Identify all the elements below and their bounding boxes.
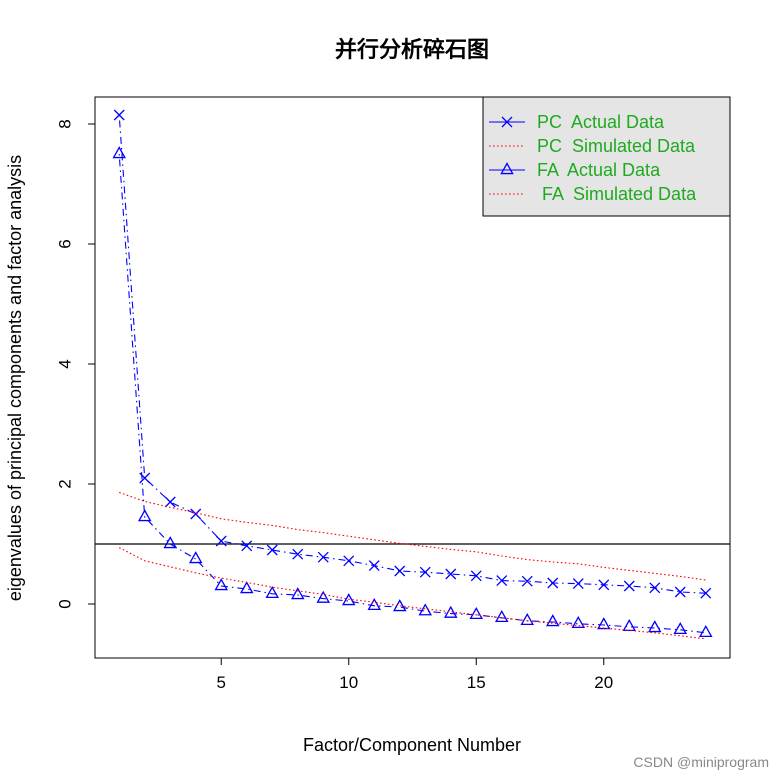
data-point-s3-5 xyxy=(214,578,229,591)
data-point-s3-16 xyxy=(494,609,509,623)
data-point-s3-20 xyxy=(596,617,611,630)
plot-layer xyxy=(95,109,730,640)
data-point-s1-13 xyxy=(419,566,431,578)
y-axis-label: eigenvalues of principal components and … xyxy=(5,155,25,601)
data-point-s3-21 xyxy=(622,618,637,632)
data-point-s1-5 xyxy=(215,535,227,547)
data-point-s3-8 xyxy=(290,587,305,600)
data-point-s1-3 xyxy=(164,496,176,508)
data-point-s1-17 xyxy=(521,575,533,587)
data-point-s1-8 xyxy=(292,548,304,560)
series-line-4 xyxy=(118,547,706,640)
data-point-s1-7 xyxy=(266,544,278,556)
data-point-s3-1 xyxy=(112,146,126,159)
legend-label-2: PC Simulated Data xyxy=(537,136,696,156)
data-point-s3-2 xyxy=(137,509,152,522)
legend-box xyxy=(482,96,731,217)
data-point-s1-11 xyxy=(368,560,380,572)
data-point-s3-10 xyxy=(341,593,356,606)
data-point-s3-24 xyxy=(699,624,713,638)
watermark: CSDN @miniprogram xyxy=(633,754,769,770)
data-point-s3-7 xyxy=(265,585,280,599)
x-tick-label-10: 10 xyxy=(339,673,358,692)
data-point-s1-6 xyxy=(241,540,253,552)
legend-label-3: FA Actual Data xyxy=(537,160,661,180)
y-tick-label-0: 0 xyxy=(56,599,75,608)
y-tick-label-8: 8 xyxy=(56,119,75,128)
data-point-s1-4 xyxy=(190,508,202,520)
legend-label-1: PC Actual Data xyxy=(537,112,665,132)
data-point-s1-22 xyxy=(649,582,661,594)
data-point-s3-9 xyxy=(316,590,331,603)
x-tick-label-5: 5 xyxy=(217,673,226,692)
y-tick-label-4: 4 xyxy=(56,359,75,368)
axes-layer: 5 10 15 20 0 2 4 6 8 xyxy=(56,119,614,692)
legend-marker-3 xyxy=(500,162,514,175)
series-line-2 xyxy=(119,491,706,581)
y-tick-label-2: 2 xyxy=(56,479,75,488)
y-tick-label-6: 6 xyxy=(56,239,75,248)
data-point-s3-11 xyxy=(367,597,382,611)
data-point-s1-14 xyxy=(445,568,457,580)
data-point-s1-23 xyxy=(674,586,686,598)
data-point-s3-19 xyxy=(571,615,586,629)
chart-title: 并行分析碎石图 xyxy=(335,37,489,63)
data-point-s1-1 xyxy=(113,109,125,121)
data-point-s1-24 xyxy=(700,587,712,599)
x-axis-label: Factor/Component Number xyxy=(303,735,521,755)
data-point-s3-22 xyxy=(648,620,662,633)
data-point-s3-3 xyxy=(163,536,177,549)
series-line-3 xyxy=(118,153,706,634)
data-point-s1-18 xyxy=(547,577,559,589)
data-point-s1-10 xyxy=(343,555,355,567)
data-point-s3-15 xyxy=(469,606,484,620)
data-point-s3-13 xyxy=(418,603,433,616)
data-point-s1-9 xyxy=(317,551,329,563)
x-tick-label-20: 20 xyxy=(594,673,613,692)
legend: PC Actual Data PC Simulated Data FA Actual… xyxy=(482,96,731,217)
data-point-s1-19 xyxy=(572,578,584,590)
data-point-s1-15 xyxy=(470,570,482,582)
data-point-s3-6 xyxy=(239,581,254,594)
legend-label-4: FA Simulated Data xyxy=(537,184,697,204)
data-point-s3-12 xyxy=(392,599,407,612)
plot-frame xyxy=(94,96,731,659)
data-point-s1-12 xyxy=(394,565,406,577)
legend-marker-1 xyxy=(501,116,513,128)
x-tick-label-15: 15 xyxy=(467,673,486,692)
data-point-s1-20 xyxy=(598,579,610,591)
data-point-s3-4 xyxy=(188,551,203,564)
data-point-s3-14 xyxy=(443,605,458,618)
data-point-s3-23 xyxy=(673,621,688,635)
data-point-s1-21 xyxy=(623,580,635,592)
data-point-s3-17 xyxy=(520,612,535,626)
data-point-s1-16 xyxy=(496,575,508,587)
data-point-s3-18 xyxy=(545,614,560,627)
